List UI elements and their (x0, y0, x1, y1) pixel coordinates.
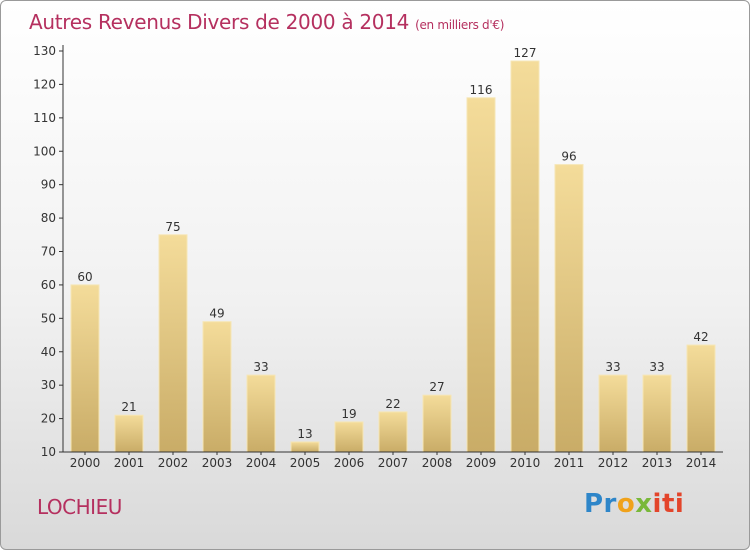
bar (378, 411, 408, 453)
x-tick-label: 2012 (598, 456, 629, 470)
y-tick-label: 80 (41, 211, 56, 225)
bar (334, 421, 364, 453)
x-tick-label: 2009 (466, 456, 497, 470)
bar (158, 234, 188, 453)
bar (202, 321, 232, 453)
bar (70, 284, 100, 453)
value-label: 75 (165, 220, 180, 234)
bar (598, 374, 628, 453)
y-tick-label: 40 (41, 345, 56, 359)
place-name: LOCHIEU (37, 495, 122, 519)
value-label: 60 (77, 270, 92, 284)
x-tick-label: 2006 (334, 456, 365, 470)
value-label: 49 (209, 307, 224, 321)
bar (686, 344, 716, 453)
y-tick-label: 90 (41, 178, 56, 192)
x-tick-label: 2000 (70, 456, 101, 470)
x-tick-label: 2014 (686, 456, 717, 470)
value-label: 22 (385, 397, 400, 411)
x-tick-label: 2001 (114, 456, 145, 470)
value-label: 19 (341, 407, 356, 421)
logo-part: iti (652, 489, 685, 519)
x-tick-label: 2002 (158, 456, 189, 470)
bar (466, 97, 496, 453)
logo-part: o (616, 489, 636, 519)
value-label: 27 (429, 380, 444, 394)
x-tick-label: 2011 (554, 456, 585, 470)
x-tick-label: 2008 (422, 456, 453, 470)
value-label: 33 (649, 360, 664, 374)
bar (290, 441, 320, 453)
y-tick-label: 70 (41, 245, 56, 259)
proxiti-logo[interactable]: Proxiti (584, 489, 684, 519)
bars-group: 60 21 75 49 33 13 19 22 27 116 127 96 33 33 42 (70, 46, 716, 453)
x-tick-label: 2004 (246, 456, 277, 470)
y-tick-label: 120 (33, 77, 56, 91)
axes-group: 2000 2001 2002 2003 2004 2005 2006 2007 2008 2009… (33, 44, 723, 470)
bar (114, 414, 144, 453)
bar (554, 164, 584, 453)
y-tick-label: 10 (41, 445, 56, 459)
x-tick-label: 2013 (642, 456, 673, 470)
x-tick-label: 2010 (510, 456, 541, 470)
y-tick-label: 20 (41, 412, 56, 426)
x-tick-label: 2005 (290, 456, 321, 470)
x-tick-label: 2007 (378, 456, 409, 470)
bar (422, 394, 452, 453)
chart-title: Autres Revenus Divers de 2000 à 2014 (en … (29, 10, 504, 34)
y-tick-label: 60 (41, 278, 56, 292)
y-tick-label: 100 (33, 144, 56, 158)
value-label: 33 (605, 360, 620, 374)
logo-part: Pr (584, 489, 617, 519)
value-label: 21 (121, 400, 136, 414)
value-label: 116 (470, 83, 493, 97)
bar (510, 60, 540, 453)
y-tick-label: 110 (33, 111, 56, 125)
value-label: 127 (514, 46, 537, 60)
x-tick-label: 2003 (202, 456, 233, 470)
bar (246, 374, 276, 453)
y-tick-label: 50 (41, 311, 56, 325)
bar (642, 374, 672, 453)
value-label: 13 (297, 427, 312, 441)
y-tick-label: 130 (33, 44, 56, 58)
value-label: 42 (693, 330, 708, 344)
value-label: 96 (561, 150, 576, 164)
y-tick-label: 30 (41, 378, 56, 392)
value-label: 33 (253, 360, 268, 374)
logo-part: x (635, 489, 653, 519)
title-unit: (en milliers d'€) (415, 18, 505, 32)
title-text: Autres Revenus Divers de 2000 à 2014 (29, 10, 410, 34)
